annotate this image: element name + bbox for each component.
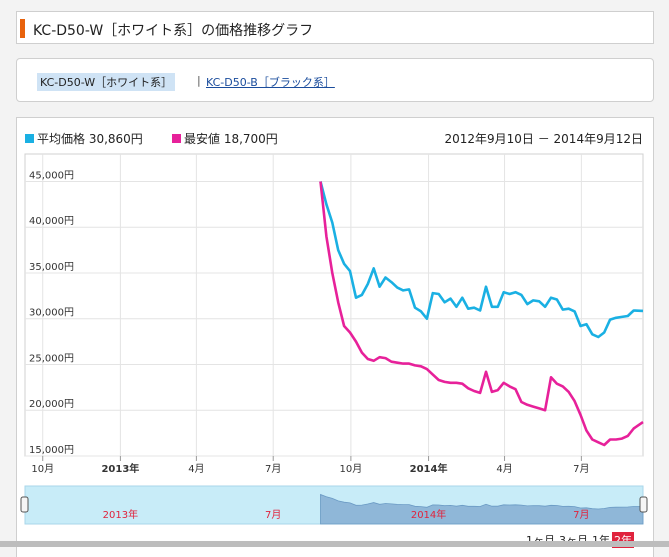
y-tick-label: 40,000円 [29, 216, 74, 227]
navigator-label: 7月 [265, 509, 281, 521]
price-chart[interactable]: 15,000円 20,000円 25,000円 30,000円 35,000円 40,00… [17, 118, 655, 542]
legend-avg-label: 平均価格 30,860円 [37, 132, 143, 146]
tab-separator: | [197, 74, 201, 87]
y-axis: 15,000円 20,000円 25,000円 30,000円 35,000円 40,00… [29, 170, 74, 456]
legend-min-label: 最安値 18,700円 [184, 132, 278, 146]
navigator-label: 2013年 [103, 508, 138, 521]
navigator-label: 2014年 [411, 508, 446, 521]
chart-panel: 平均価格 30,860円 最安値 18,700円 2012年9月10日 － 20… [16, 117, 654, 557]
y-tick-label: 25,000円 [29, 353, 74, 364]
x-tick-label: 7月 [573, 463, 589, 475]
page-footer-strip [0, 541, 669, 547]
legend-min-swatch-icon [172, 134, 181, 143]
x-tick-label: 2014年 [410, 462, 448, 475]
navigator-label: 7月 [573, 509, 589, 521]
x-tick-label: 7月 [265, 463, 281, 475]
title-panel: KC-D50-W［ホワイト系］の価格推移グラフ [16, 11, 654, 44]
title-accent-bar [20, 19, 25, 38]
y-tick-label: 15,000円 [29, 445, 74, 456]
range-navigator[interactable]: 2013年 7月 2014年 7月 [20, 485, 648, 525]
y-tick-label: 35,000円 [29, 262, 74, 273]
y-tick-label: 30,000円 [29, 308, 74, 319]
navigator-left-handle[interactable] [20, 496, 29, 513]
tab-kc-d50-b-link[interactable]: KC-D50-B［ブラック系］ [206, 76, 335, 89]
x-tick-label: 4月 [188, 463, 204, 475]
series-line-average-price [319, 181, 644, 339]
tab-kc-d50-w[interactable]: KC-D50-W［ホワイト系］ [37, 73, 176, 91]
plot-area [24, 153, 644, 457]
series-line-lowest-price [319, 181, 644, 447]
navigator-right-handle[interactable] [639, 496, 648, 513]
chart-grid [24, 153, 644, 457]
date-range: 2012年9月10日 － 2014年9月12日 [444, 132, 643, 146]
x-tick-label: 10月 [31, 463, 54, 475]
navigator-area [320, 493, 644, 525]
x-tick-label: 2013年 [101, 462, 139, 475]
legend-avg[interactable]: 平均価格 30,860円 [25, 130, 143, 147]
page-title: KC-D50-W［ホワイト系］の価格推移グラフ [33, 23, 314, 39]
x-tick-label: 10月 [340, 463, 363, 475]
legend-min[interactable]: 最安値 18,700円 [172, 130, 278, 147]
y-tick-label: 20,000円 [29, 399, 74, 410]
series-lines [319, 181, 644, 447]
legend-avg-swatch-icon [25, 134, 34, 143]
model-tabs-panel: KC-D50-W［ホワイト系］ | KC-D50-B［ブラック系］ [16, 58, 654, 102]
y-tick-label: 45,000円 [29, 170, 74, 181]
x-axis: 10月 2013年 4月 7月 10月 2014年 4月 7月 [31, 456, 590, 475]
x-tick-label: 4月 [496, 463, 512, 475]
